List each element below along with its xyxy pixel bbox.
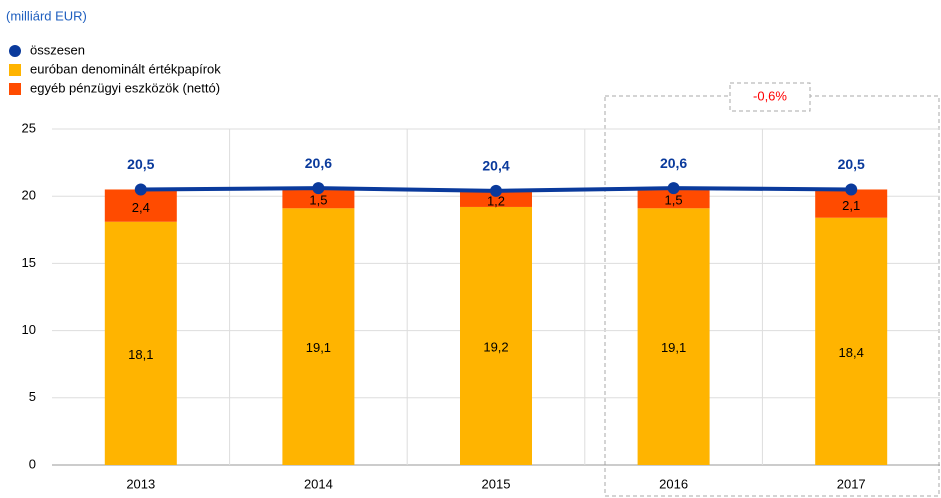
line-label: 20,6 [305, 155, 332, 171]
y-tick-label: 10 [22, 322, 36, 337]
bar-label: 1,2 [487, 193, 505, 208]
x-tick-label: 2015 [482, 476, 511, 491]
bar-label: 1,5 [665, 193, 683, 208]
bar-label: 19,1 [661, 340, 686, 355]
legend-swatch [9, 45, 21, 57]
legend-swatch [9, 83, 21, 95]
x-tick-label: 2016 [659, 476, 688, 491]
highlight-box [604, 95, 940, 497]
line-label: 20,5 [838, 156, 865, 172]
bar-label: 2,1 [842, 198, 860, 213]
bar-segment [637, 208, 710, 465]
line-point [667, 182, 680, 195]
legend-label: euróban denominált értékpapírok [30, 61, 221, 76]
x-tick-label: 2014 [304, 476, 333, 491]
bar-segment [815, 217, 888, 465]
x-tick-label: 2013 [126, 476, 155, 491]
line-label: 20,5 [127, 156, 154, 172]
bar-label: 18,4 [839, 345, 864, 360]
bar-segment [282, 208, 355, 465]
bar-segment [460, 190, 532, 207]
bar-segment [104, 221, 177, 465]
bar-label: 1,5 [309, 193, 327, 208]
y-tick-label: 25 [22, 120, 36, 135]
bar-label: 19,2 [483, 339, 508, 354]
line-point [490, 184, 502, 197]
line-point [312, 182, 325, 195]
y-tick-label: 20 [22, 188, 36, 203]
bar-segment [282, 188, 355, 209]
annotation: -0,6% [753, 88, 787, 103]
bar-segment [460, 206, 532, 465]
x-tick-label: 2017 [837, 476, 866, 491]
y-tick-label: 0 [29, 456, 36, 471]
line-label: 20,4 [482, 158, 509, 174]
y-tick-label: 15 [22, 255, 36, 270]
y-tick-label: 5 [29, 389, 36, 404]
bar-segment [637, 188, 710, 209]
bar-label: 2,4 [132, 200, 150, 215]
bar-label: 19,1 [306, 340, 331, 355]
bar-label: 18,1 [128, 347, 153, 362]
line-point [845, 183, 858, 196]
line-point [134, 183, 147, 196]
annotation-box [729, 82, 811, 112]
legend-label: egyéb pénzügyi eszközök (nettó) [30, 80, 220, 95]
legend-swatch [9, 64, 21, 76]
legend-label: összesen [30, 42, 85, 57]
chart-subtitle: (milliárd EUR) [6, 8, 87, 23]
line-label: 20,6 [660, 155, 687, 171]
